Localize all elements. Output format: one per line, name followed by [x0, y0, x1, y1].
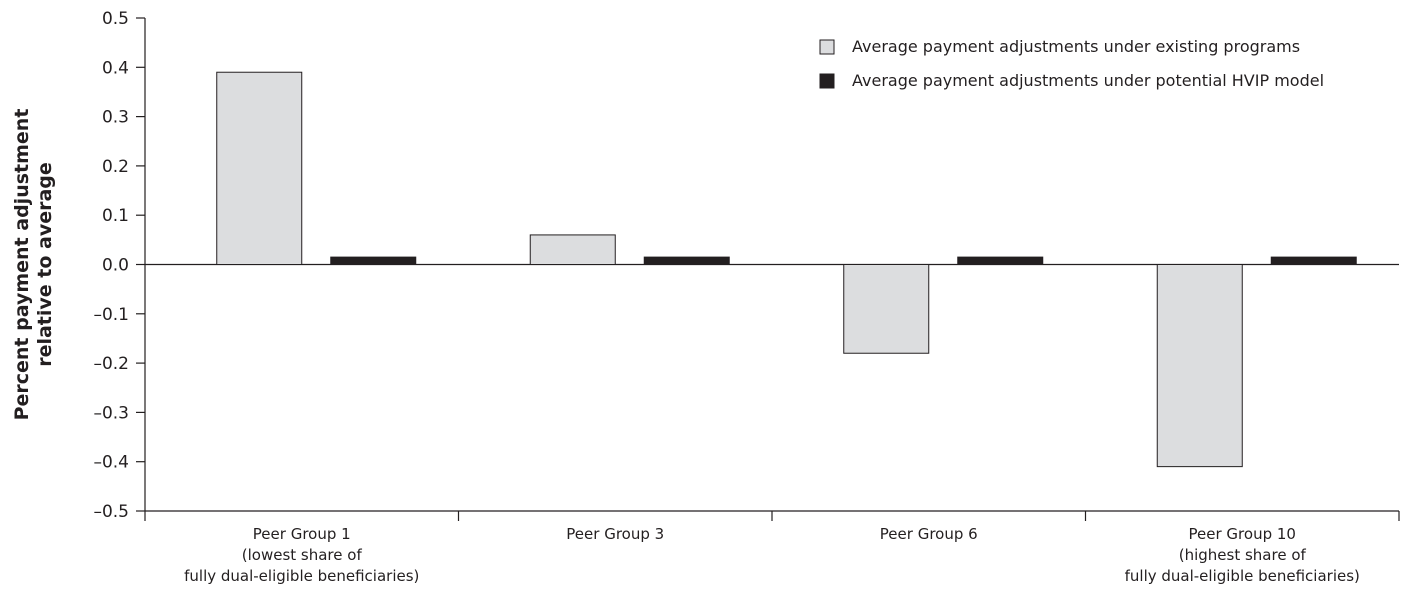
legend-swatch-series2 [819, 73, 835, 89]
bar-series2-cat2 [643, 256, 730, 266]
legend-label-series2: Average payment adjustments under potent… [852, 71, 1324, 90]
legend: Average payment adjustments under existi… [819, 37, 1324, 90]
category-labels: Peer Group 1 (lowest share of fully dual-e… [184, 525, 1360, 585]
y-tick-label: –0.1 [93, 305, 129, 325]
y-tick-label: 0.2 [102, 157, 129, 177]
category-label: Peer Group 3 [566, 525, 664, 543]
bar-series1-cat4 [1156, 264, 1243, 468]
y-tick-label: 0.0 [102, 256, 129, 276]
bar-series2-cat4 [1270, 256, 1357, 266]
bar-series1-cat3 [843, 264, 930, 354]
legend-swatch-series1 [819, 39, 835, 55]
y-tick-label: 0.3 [102, 108, 129, 128]
category-label: Peer Group 6 [880, 525, 978, 543]
category-label: Peer Group 10 (highest share of fully dual… [1125, 525, 1360, 585]
y-tick-label: –0.4 [93, 453, 129, 473]
y-tick-label: –0.2 [93, 354, 129, 374]
y-tick-label: 0.4 [102, 58, 129, 78]
legend-label-series1: Average payment adjustments under existi… [852, 37, 1300, 56]
category-label: Peer Group 1 (lowest share of fully dual-e… [184, 525, 419, 585]
bar-series1-cat1 [216, 71, 303, 266]
bar-series1-cat2 [529, 234, 616, 265]
y-tick-label: –0.3 [93, 403, 129, 423]
bar-series2-cat1 [330, 256, 417, 266]
bars [216, 71, 1357, 468]
y-tick-label: –0.5 [93, 502, 129, 522]
y-tick-label: 0.5 [102, 9, 129, 29]
bar-series2-cat3 [957, 256, 1044, 266]
y-tick-label: 0.1 [102, 206, 129, 226]
y-axis-label: Percent payment adjustmentrelative to av… [11, 109, 56, 421]
y-axis-title: Percent payment adjustmentrelative to av… [11, 109, 56, 421]
